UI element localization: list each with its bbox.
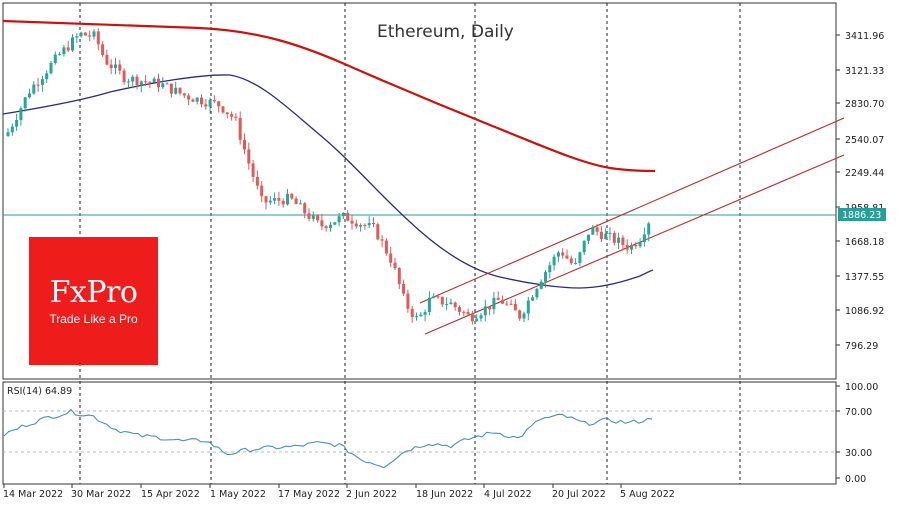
rsi-tick: 0.00 xyxy=(845,474,866,485)
date-tick: 18 Jun 2022 xyxy=(416,489,473,500)
price-tick: 3411.96 xyxy=(845,31,884,42)
date-axis: 14 Mar 2022 30 Mar 2022 15 Apr 2022 1 Ma… xyxy=(3,484,675,500)
rsi-tick: 30.00 xyxy=(845,448,872,459)
price-tick: 1668.18 xyxy=(845,237,884,248)
price-tick: 2540.07 xyxy=(845,135,884,146)
date-tick: 17 May 2022 xyxy=(278,489,340,500)
price-tick: 1086.92 xyxy=(845,306,884,317)
candlesticks xyxy=(6,28,651,325)
rsi-tick: 100.00 xyxy=(845,382,878,393)
ma-long-line xyxy=(2,19,656,173)
price-tick: 796.29 xyxy=(845,341,878,352)
current-price-badge xyxy=(838,208,886,221)
chart-title: Ethereum, Daily xyxy=(377,22,514,42)
date-tick: 14 Mar 2022 xyxy=(3,489,63,500)
rsi-axis: 100.00 70.00 30.00 0.00 xyxy=(836,382,878,485)
date-tick: 20 Jul 2022 xyxy=(552,489,606,500)
rsi-panel xyxy=(2,381,837,485)
rsi-tick: 70.00 xyxy=(845,407,872,418)
logo-tagline: Trade Like a Pro xyxy=(49,312,138,326)
date-tick: 15 Apr 2022 xyxy=(141,489,200,500)
price-tick: 3121.33 xyxy=(845,66,884,77)
ma-short-line xyxy=(2,74,654,289)
fxpro-logo: FxPro Trade Like a Pro xyxy=(29,237,158,365)
date-tick: 5 Aug 2022 xyxy=(620,489,675,500)
logo-brand: FxPro xyxy=(49,275,138,310)
date-tick: 4 Jul 2022 xyxy=(484,489,532,500)
rsi-indicator-label: RSI(14) 64.89 xyxy=(7,386,72,397)
date-tick: 2 Jun 2022 xyxy=(346,489,397,500)
price-tick: 2830.70 xyxy=(845,99,884,110)
date-tick: 1 May 2022 xyxy=(210,489,266,500)
price-tick: 2249.44 xyxy=(845,168,884,179)
rsi-levels xyxy=(3,410,836,453)
rsi-line xyxy=(3,408,653,469)
price-tick: 1377.55 xyxy=(845,272,884,283)
price-axis: 3411.96 3121.33 2830.70 2540.07 2249.44 … xyxy=(836,31,884,352)
current-price-label: 1886.23 xyxy=(842,210,881,221)
date-tick: 30 Mar 2022 xyxy=(71,489,131,500)
